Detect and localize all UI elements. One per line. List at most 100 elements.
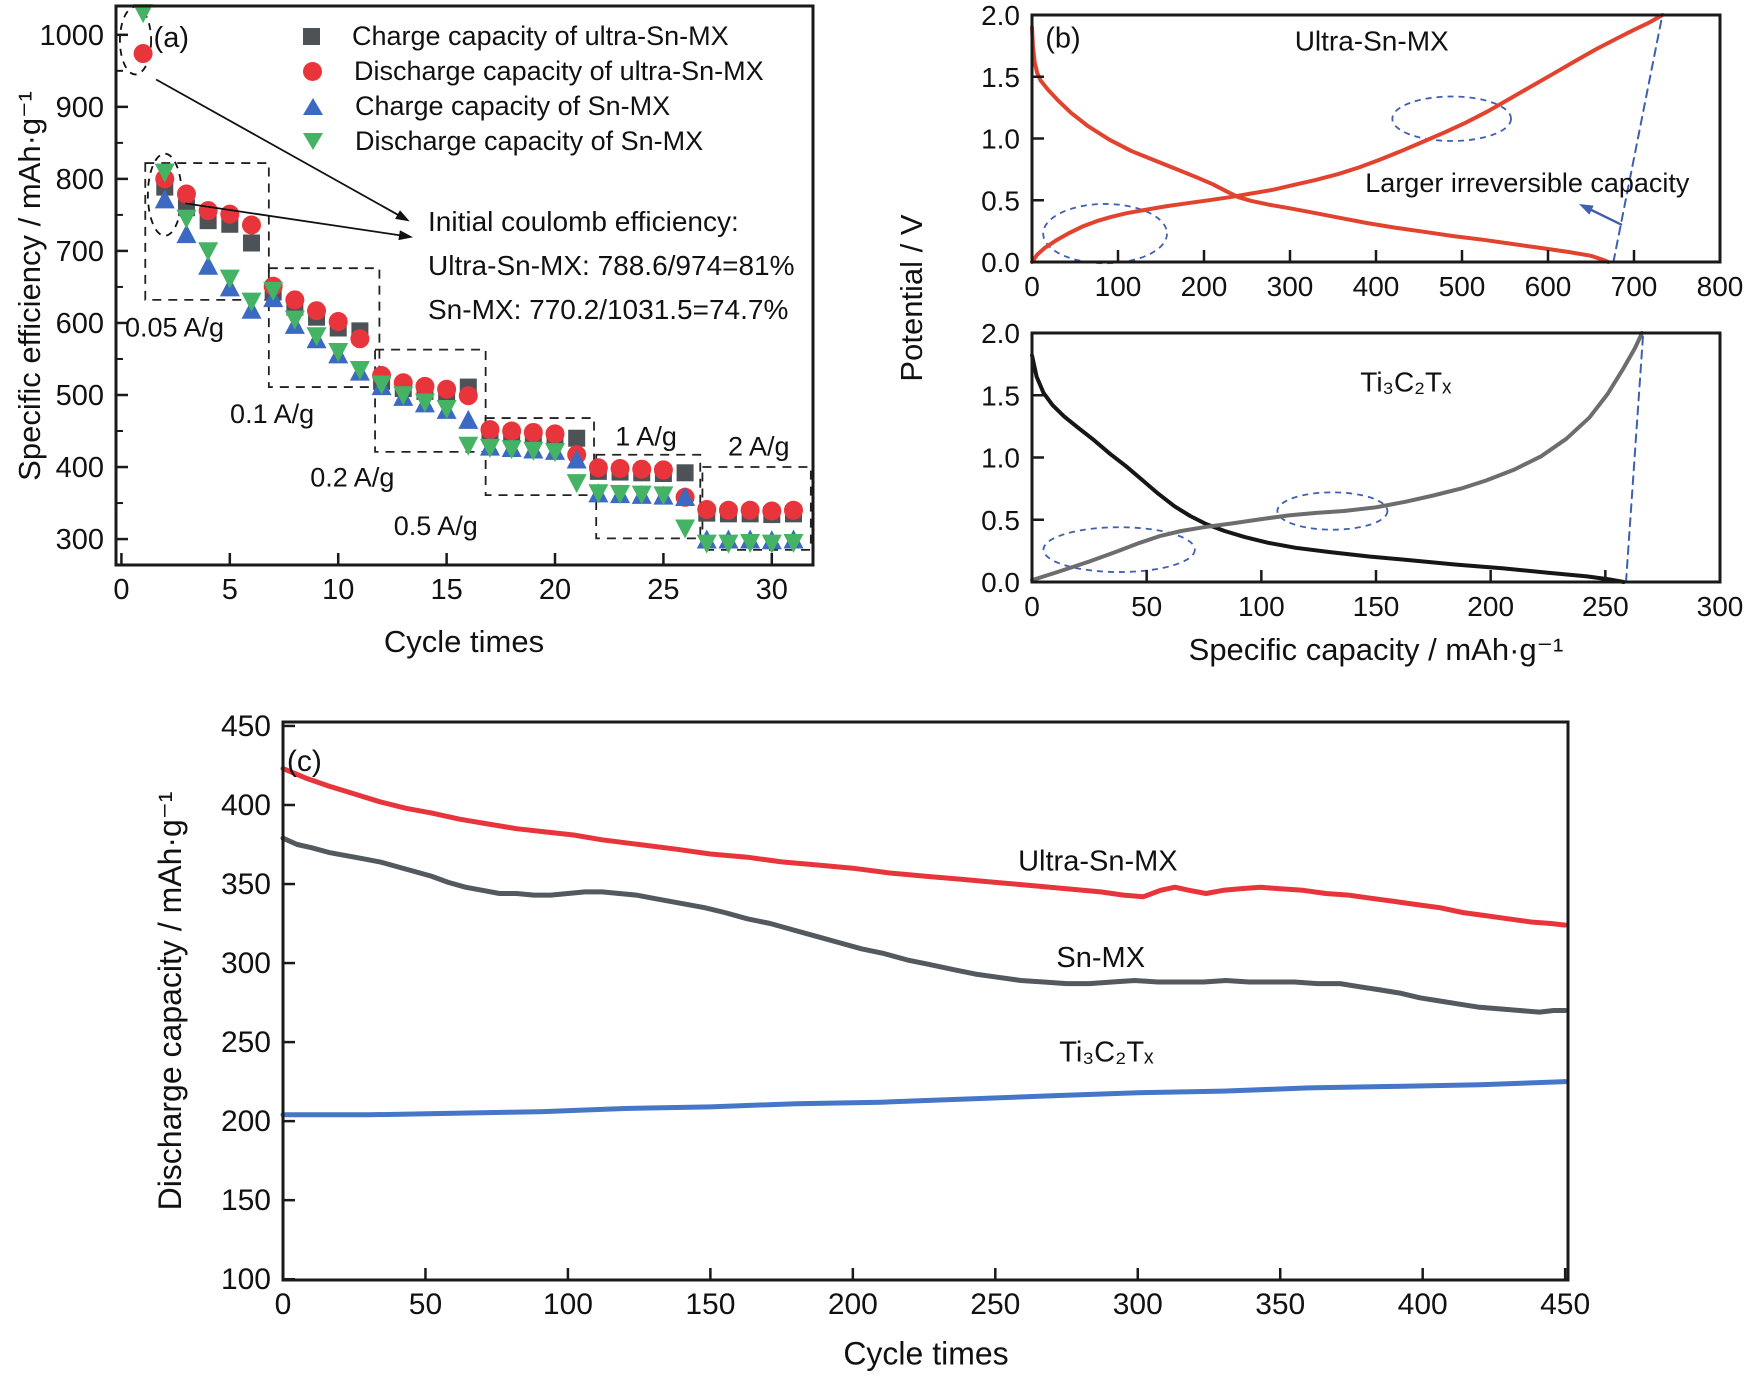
panel-a-x-axis-label: Cycle times bbox=[383, 624, 545, 659]
rate-step-box bbox=[484, 417, 595, 497]
legend-item-label: Charge capacity of ultra-Sn-MX bbox=[352, 21, 729, 51]
x-tick-label: 50 bbox=[1131, 591, 1162, 622]
chart-text: Larger irreversible capacity bbox=[1365, 168, 1690, 198]
highlight-ellipse bbox=[1042, 203, 1168, 265]
x-tick-label: 250 bbox=[1582, 591, 1629, 622]
legend-item: Charge capacity of ultra-Sn-MX bbox=[303, 19, 764, 54]
y-tick-label: 500 bbox=[56, 380, 104, 412]
panel-a-axes: 0 5 10 15 20 25 30 300 400 500 600 700 800 900 1000 bbox=[39, 20, 787, 606]
y-tick-label: 300 bbox=[56, 524, 104, 556]
panel-c-axes: 0 50 100 150 200 250 300 350 400 450 100 150 200 250 3… bbox=[221, 710, 1590, 1321]
x-tick-label: 300 bbox=[1113, 1288, 1163, 1321]
chart-text: 1 A/g bbox=[615, 422, 677, 452]
panel-b-bottom-axes: 0 50 100 150 200 250 300 0.0 0.5 1.0 1.5 2.0 bbox=[981, 318, 1743, 622]
panel-b-top-plot: 0 100 200 300 400 500 600 700 800 0.0 0.5 1.0 1.5 2.0… bbox=[981, 0, 1743, 302]
chart-text: Sn-MX bbox=[1056, 942, 1145, 974]
y-tick-label: 1.5 bbox=[981, 62, 1020, 93]
square-marker-icon bbox=[303, 28, 320, 45]
x-tick-label: 200 bbox=[828, 1288, 878, 1321]
x-tick-label: 30 bbox=[756, 574, 788, 606]
panel-c-plot: 0 50 100 150 200 250 300 350 400 450 100 150 200 250 3… bbox=[221, 710, 1590, 1321]
x-tick-label: 400 bbox=[1398, 1288, 1448, 1321]
y-tick-label: 1000 bbox=[39, 20, 104, 52]
legend-item: Charge capacity of Sn-MX bbox=[303, 89, 764, 124]
y-tick-label: 700 bbox=[56, 236, 104, 268]
x-tick-label: 25 bbox=[647, 574, 679, 606]
chart-text: 0.1 A/g bbox=[230, 399, 314, 429]
y-tick-label: 150 bbox=[221, 1184, 271, 1217]
y-tick-label: 200 bbox=[221, 1105, 271, 1138]
chart-text: Ti₃C₂Tₓ bbox=[1059, 1037, 1154, 1069]
y-tick-label: 2.0 bbox=[981, 318, 1020, 349]
chart-text: 2 A/g bbox=[728, 432, 790, 462]
x-tick-label: 50 bbox=[409, 1288, 442, 1321]
panel-b-top-axes: 0 100 200 300 400 500 600 700 800 0.0 0.5 1.0 1.5 2.0 bbox=[981, 0, 1743, 302]
x-tick-label: 700 bbox=[1611, 271, 1658, 302]
panel-b-bottom-plot: 0 50 100 150 200 250 300 0.0 0.5 1.0 1.5 2.0 Ti₃C₂Tₓ bbox=[981, 318, 1743, 622]
rate-step-box bbox=[374, 348, 487, 453]
x-tick-label: 20 bbox=[539, 574, 571, 606]
series-mxene-charge-curve bbox=[1030, 331, 1644, 583]
highlight-ellipse bbox=[1042, 526, 1196, 573]
highlight-ellipse bbox=[1276, 491, 1389, 531]
coulomb-efficiency-title: Initial coulomb efficiency: bbox=[428, 206, 739, 237]
y-tick-label: 100 bbox=[221, 1263, 271, 1296]
chart-text: (a) bbox=[154, 22, 189, 54]
x-tick-label: 350 bbox=[1255, 1288, 1305, 1321]
y-tick-label: 1.0 bbox=[981, 124, 1020, 155]
x-tick-label: 400 bbox=[1353, 271, 1400, 302]
y-tick-label: 600 bbox=[56, 308, 104, 340]
series-discharge-sn-mx bbox=[133, 4, 804, 554]
panel-c-x-axis-label: Cycle times bbox=[843, 1335, 1009, 1372]
chart-text: Ultra-Sn-MX bbox=[1018, 845, 1178, 877]
series-ultra-discharge-curve bbox=[1030, 25, 1611, 264]
y-tick-label: 0.0 bbox=[981, 247, 1020, 278]
panel-b-x-axis-label: Specific capacity / mAh·g⁻¹ bbox=[1188, 632, 1564, 667]
annotation-arrow bbox=[155, 78, 410, 222]
highlight-ellipse bbox=[119, 5, 153, 76]
chart-text: Ultra-Sn-MX bbox=[1295, 26, 1449, 57]
legend-item-label: Discharge capacity of Sn-MX bbox=[355, 126, 704, 156]
rate-step-box bbox=[595, 453, 702, 540]
panel-c-y-axis-label: Discharge capacity / mAh·g⁻¹ bbox=[152, 791, 188, 1211]
x-tick-label: 100 bbox=[543, 1288, 593, 1321]
circle-marker-icon bbox=[303, 62, 322, 81]
legend: Charge capacity of ultra-Sn-MX Discharge … bbox=[303, 19, 764, 159]
x-tick-label: 0 bbox=[1024, 271, 1040, 302]
chart-text: 0.5 A/g bbox=[394, 511, 478, 541]
series-sn-mx-cycling bbox=[280, 835, 1568, 1015]
series-ultra-charge-curve bbox=[1030, 13, 1665, 264]
x-tick-label: 150 bbox=[685, 1288, 735, 1321]
rate-step-box bbox=[144, 162, 270, 301]
x-tick-label: 0 bbox=[275, 1288, 292, 1321]
y-tick-label: 900 bbox=[56, 92, 104, 124]
y-tick-label: 450 bbox=[221, 710, 271, 743]
x-tick-label: 300 bbox=[1697, 591, 1744, 622]
chart-text: 0.05 A/g bbox=[125, 313, 224, 343]
series-irreversible-capacity-line bbox=[1612, 14, 1664, 263]
x-tick-label: 0 bbox=[113, 574, 129, 606]
coulomb-efficiency-note: Initial coulomb efficiency: Ultra-Sn-MX:… bbox=[428, 200, 795, 332]
plot-frame bbox=[281, 720, 1570, 1282]
series-mxene-discharge-curve bbox=[1030, 353, 1626, 584]
y-tick-label: 0.5 bbox=[981, 505, 1020, 536]
annotation-arrow bbox=[185, 202, 414, 241]
x-tick-label: 600 bbox=[1525, 271, 1572, 302]
panel-b-y-axis-label: Potential / V bbox=[894, 214, 929, 382]
y-tick-label: 0.0 bbox=[981, 567, 1020, 598]
y-tick-label: 350 bbox=[221, 868, 271, 901]
coulomb-efficiency-snmx: Sn-MX: 770.2/1031.5=74.7% bbox=[428, 294, 789, 325]
x-tick-label: 150 bbox=[1353, 591, 1400, 622]
series-irreversible-capacity-line bbox=[1625, 332, 1645, 583]
legend-item-label: Charge capacity of Sn-MX bbox=[355, 91, 671, 121]
x-tick-label: 450 bbox=[1540, 1288, 1590, 1321]
y-tick-label: 800 bbox=[56, 164, 104, 196]
panel-a-y-axis-label: Specific efficiency / mAh·g⁻¹ bbox=[12, 91, 47, 481]
y-tick-label: 400 bbox=[56, 452, 104, 484]
x-tick-label: 250 bbox=[970, 1288, 1020, 1321]
y-tick-label: 1.5 bbox=[981, 380, 1020, 411]
panel-a-plot: 0 5 10 15 20 25 30 300 400 500 600 700 800 900 1000 (a)… bbox=[39, 4, 815, 606]
legend-item: Discharge capacity of ultra-Sn-MX bbox=[303, 54, 764, 89]
x-tick-label: 5 bbox=[222, 574, 238, 606]
